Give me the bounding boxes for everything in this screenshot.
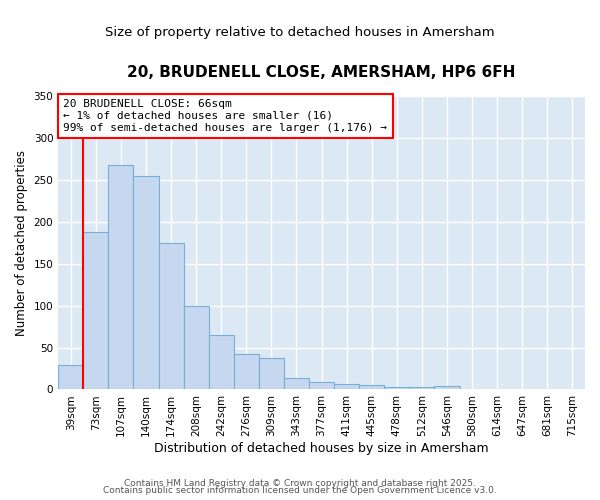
Bar (184, 306, 209, 390)
Bar (234, 354, 259, 390)
Text: 20 BRUDENELL CLOSE: 66sqm
← 1% of detached houses are smaller (16)
99% of semi-d: 20 BRUDENELL CLOSE: 66sqm ← 1% of detach… (64, 100, 388, 132)
Text: Contains HM Land Registry data © Crown copyright and database right 2025.: Contains HM Land Registry data © Crown c… (124, 478, 476, 488)
Bar (434, 386, 460, 390)
Bar (359, 386, 385, 390)
Bar (460, 388, 485, 390)
Bar (560, 388, 585, 390)
Bar (158, 243, 184, 390)
Bar (133, 176, 158, 390)
Bar (284, 378, 309, 390)
Bar (259, 358, 284, 390)
Text: Contains public sector information licensed under the Open Government Licence v3: Contains public sector information licen… (103, 486, 497, 495)
Bar (385, 387, 409, 390)
Title: 20, BRUDENELL CLOSE, AMERSHAM, HP6 6FH: 20, BRUDENELL CLOSE, AMERSHAM, HP6 6FH (127, 65, 516, 80)
Text: Size of property relative to detached houses in Amersham: Size of property relative to detached ho… (105, 26, 495, 39)
Bar (334, 384, 359, 390)
Bar (535, 388, 560, 390)
X-axis label: Distribution of detached houses by size in Amersham: Distribution of detached houses by size … (154, 442, 489, 455)
Bar (83, 232, 109, 390)
Bar (309, 382, 334, 390)
Bar (209, 335, 234, 390)
Bar (510, 388, 535, 390)
Bar (109, 165, 133, 390)
Y-axis label: Number of detached properties: Number of detached properties (15, 150, 28, 336)
Bar (409, 387, 434, 390)
Bar (58, 365, 83, 390)
